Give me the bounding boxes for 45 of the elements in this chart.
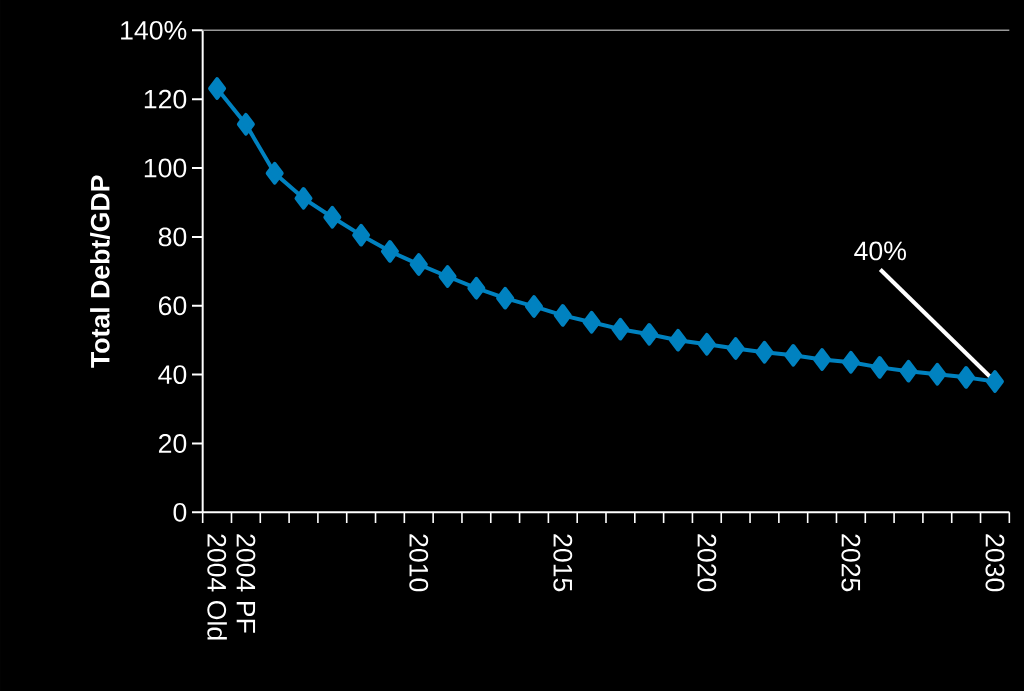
- point: [928, 362, 947, 386]
- point: [841, 350, 860, 374]
- point: [438, 265, 457, 288]
- y-tick-label: 100: [144, 158, 187, 178]
- point: [697, 332, 716, 356]
- point: [784, 343, 803, 367]
- point: [611, 317, 630, 341]
- x-tick-label: 2030: [985, 534, 1005, 592]
- point: [467, 276, 486, 300]
- annotation: 40%: [854, 241, 906, 261]
- y-tick-label: 40: [158, 365, 187, 385]
- point: [870, 356, 889, 379]
- point: [496, 286, 515, 310]
- y-tick-label: 80: [158, 227, 187, 247]
- point: [813, 348, 832, 371]
- point: [380, 240, 399, 263]
- x-tick-label: 2025: [841, 534, 861, 592]
- y-tick-label: 0: [173, 502, 187, 522]
- point: [899, 359, 918, 383]
- point: [524, 295, 543, 318]
- x-tick-label: 2004 PF: [236, 534, 256, 633]
- y-tick-label: 60: [158, 296, 187, 316]
- x-tick-label: 2004 Old: [207, 534, 227, 640]
- point: [957, 366, 976, 389]
- x-tick-label: 2020: [697, 534, 717, 592]
- y-tick-label: 120: [144, 89, 187, 109]
- point: [208, 77, 227, 100]
- point: [323, 205, 342, 229]
- point: [726, 337, 745, 360]
- point: [265, 161, 284, 185]
- point: [553, 304, 572, 327]
- x-tick-label: 2015: [553, 534, 573, 592]
- point: [294, 187, 313, 210]
- y-tick-label: 20: [158, 434, 187, 453]
- point: [985, 370, 1004, 393]
- point: [669, 328, 688, 352]
- y-tick-label: 140%: [121, 20, 187, 40]
- point: [352, 223, 371, 247]
- y-axis-title: Total Debt/GDP: [90, 175, 110, 368]
- point: [640, 322, 659, 346]
- point: [236, 112, 255, 136]
- point: [409, 253, 428, 276]
- point: [755, 340, 774, 364]
- point: [582, 310, 601, 334]
- x-tick-label: 2010: [409, 534, 429, 592]
